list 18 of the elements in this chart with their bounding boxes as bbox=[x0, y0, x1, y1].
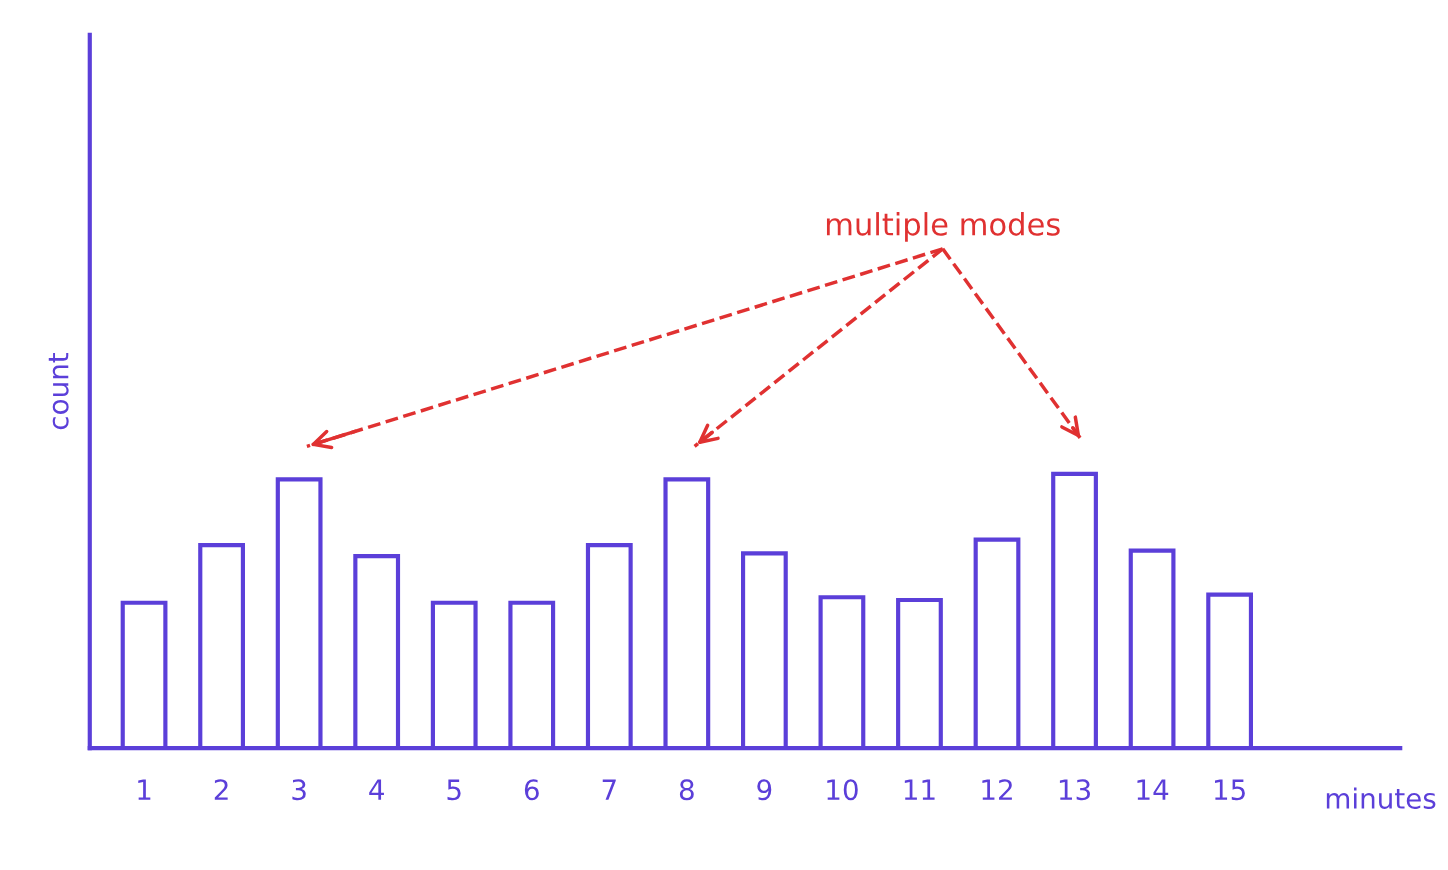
x-tick-label: 2 bbox=[214, 779, 228, 800]
x-tick-label: 11 bbox=[904, 779, 935, 800]
x-tick-label: 8 bbox=[679, 779, 694, 801]
x-tick-label: 10 bbox=[827, 779, 858, 801]
x-tick-label: 14 bbox=[1137, 779, 1169, 800]
x-axis-title: minutes bbox=[1326, 787, 1436, 809]
x-tick-label: 1 bbox=[138, 779, 151, 800]
x-tick-label: 6 bbox=[524, 779, 539, 801]
y-axis-title: count bbox=[48, 352, 69, 430]
x-tick-label: 5 bbox=[447, 779, 461, 801]
x-tick-label: 13 bbox=[1059, 779, 1090, 801]
x-tick-label: 7 bbox=[602, 779, 616, 800]
x-tick-label: 3 bbox=[292, 779, 306, 801]
text: multiple modes bbox=[826, 212, 1060, 242]
x-tick-label: 9 bbox=[757, 779, 772, 801]
x-tick-label: 4 bbox=[369, 779, 384, 800]
x-tick-label: 15 bbox=[1215, 779, 1245, 801]
x-tick-label: 12 bbox=[982, 779, 1012, 800]
